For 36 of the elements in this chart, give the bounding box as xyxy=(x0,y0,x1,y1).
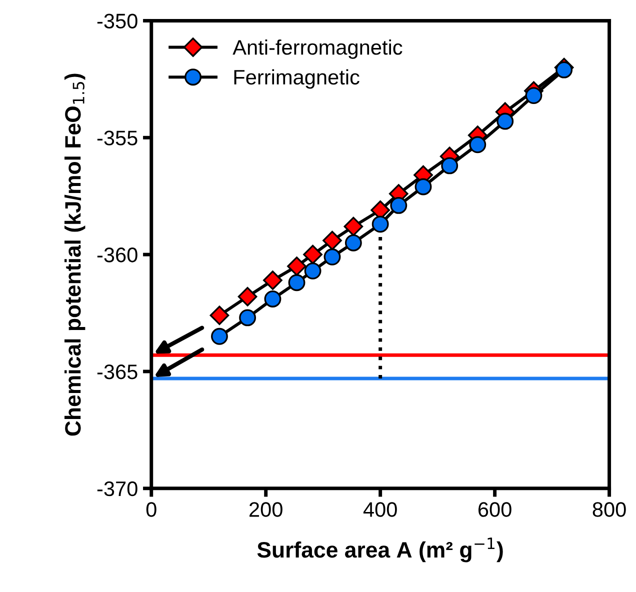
point xyxy=(441,157,458,174)
point xyxy=(239,309,256,326)
point xyxy=(414,178,432,196)
y-tick-label: -365 xyxy=(97,364,138,380)
point xyxy=(264,290,282,308)
point xyxy=(556,61,573,78)
x-tick-label: 200 xyxy=(250,502,282,517)
point xyxy=(304,262,322,280)
point xyxy=(238,286,258,306)
y-tick-label: -360 xyxy=(97,248,138,262)
legend-label: Anti-ferromagnetic xyxy=(232,39,402,59)
x-tick-label: 0 xyxy=(146,502,156,517)
y-tick-label: -350 xyxy=(97,14,138,28)
point xyxy=(390,196,408,214)
point xyxy=(211,328,228,345)
point xyxy=(303,244,322,264)
point xyxy=(469,136,486,154)
x-tick-label: 800 xyxy=(592,502,626,517)
point xyxy=(372,216,389,233)
point xyxy=(324,248,341,266)
y-axis-title: Chemical potential (kJ/mol FeO$_{1.5}$) xyxy=(64,74,86,436)
point xyxy=(496,112,514,130)
y-tick-label: -370 xyxy=(97,481,138,496)
x-tick-label: 400 xyxy=(363,502,397,517)
point xyxy=(287,256,306,276)
point xyxy=(263,270,282,290)
point xyxy=(525,87,542,104)
point xyxy=(344,216,364,236)
legend-label: Ferrimagnetic xyxy=(234,69,360,89)
x-tick-label: 600 xyxy=(478,502,512,517)
y-tick-label: -355 xyxy=(97,130,138,146)
point xyxy=(210,306,230,326)
point xyxy=(344,234,362,252)
point xyxy=(288,274,306,292)
x-axis-title: Surface area A (m² g$^{−1}$) xyxy=(257,538,503,562)
point xyxy=(322,230,342,250)
